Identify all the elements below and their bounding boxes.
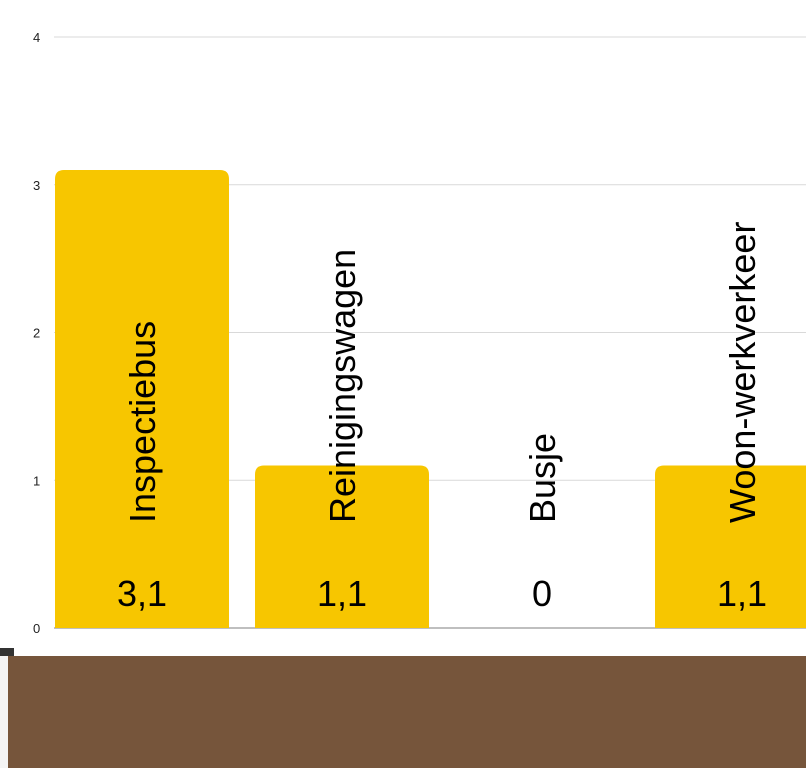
value-label: 3,1 xyxy=(117,573,167,614)
category-label: Inspectiebus xyxy=(122,321,163,523)
y-tick-label: 0 xyxy=(33,621,40,636)
bar-woon-werkverkeer xyxy=(655,465,806,628)
value-label: 1,1 xyxy=(717,573,767,614)
bar-labels: Inspectiebus 3,1 Reinigingswagen 1,1 Busje 0 W… xyxy=(117,222,767,614)
y-axis-ticks: 0 1 2 3 4 xyxy=(33,30,40,636)
y-tick-label: 1 xyxy=(33,473,40,488)
bottom-panel xyxy=(0,648,806,768)
bar-chart: 0 1 2 3 4 Inspectiebus 3,1 Reinigingswagen 1,1 B… xyxy=(33,30,806,636)
y-tick-label: 2 xyxy=(33,326,40,341)
value-label: 1,1 xyxy=(317,573,367,614)
category-label: Busje xyxy=(522,433,563,523)
panel-left-edge xyxy=(0,656,8,768)
y-tick-label: 3 xyxy=(33,178,40,193)
value-label: 0 xyxy=(532,573,552,614)
y-tick-label: 4 xyxy=(33,30,40,45)
bar-inspectiebus xyxy=(55,169,229,628)
category-label: Woon-werkverkeer xyxy=(722,222,763,523)
bar-reinigingswagen xyxy=(255,465,429,628)
bars xyxy=(55,169,806,628)
category-label: Reinigingswagen xyxy=(322,249,363,523)
panel-corner-marker xyxy=(0,648,14,656)
